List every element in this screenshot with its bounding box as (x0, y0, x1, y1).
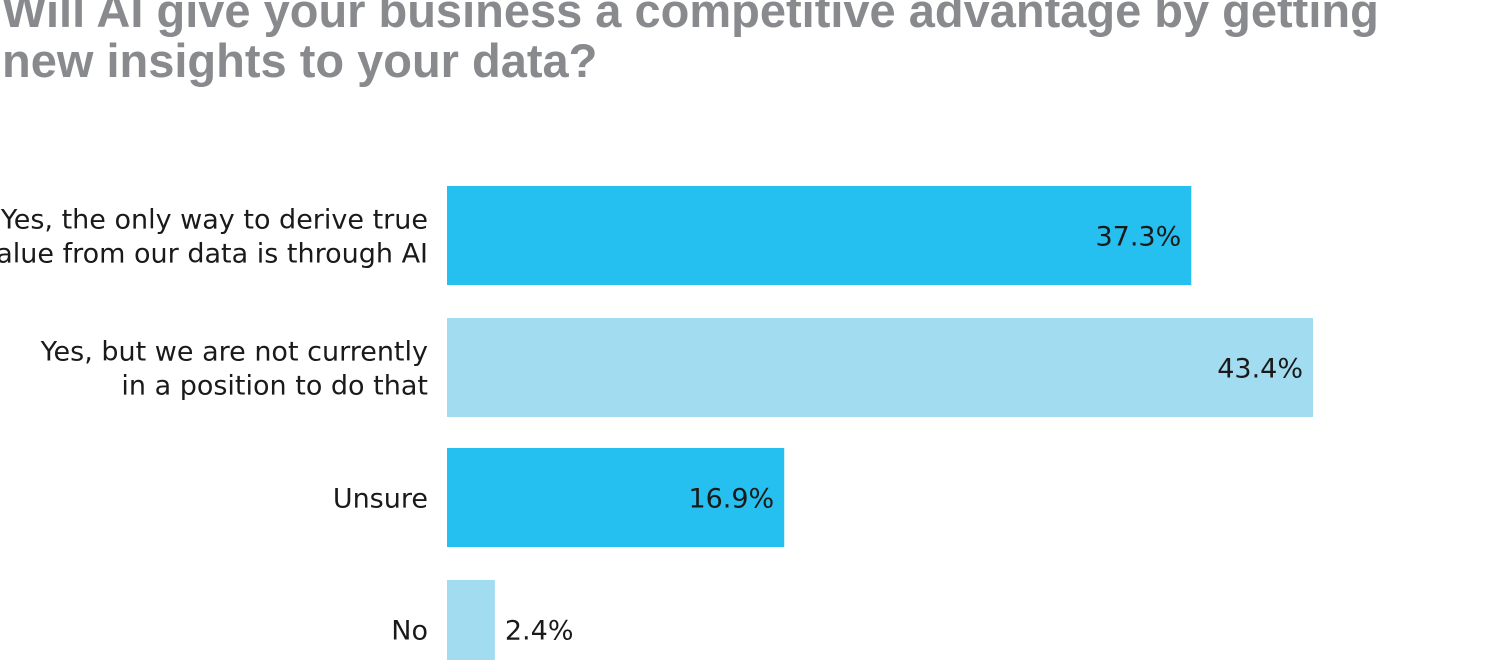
category-label-2-line-2: in a position to do that (121, 371, 428, 402)
category-label-3-line-1: Unsure (333, 484, 428, 515)
bar-3 (447, 448, 785, 547)
value-label-1: 37.3% (1095, 222, 1181, 253)
bar-1 (447, 186, 1192, 285)
category-label-3: Unsure (333, 484, 428, 515)
value-label-4: 2.4% (505, 616, 574, 647)
bar-4 (447, 580, 495, 660)
category-label-4-line-1: No (391, 616, 428, 647)
category-label-1-line-1: Yes, the only way to derive true (0, 205, 428, 236)
category-label-1-line-2: value from our data is through AI (0, 239, 428, 270)
chart-title-line-2: new insights to your data? (2, 34, 598, 87)
chart-title-line-1: Will AI give your business a competitive… (2, 0, 1379, 37)
value-label-3: 16.9% (688, 484, 774, 515)
value-label-2: 43.4% (1217, 354, 1303, 385)
bar-2 (447, 318, 1313, 417)
category-label-4: No (391, 616, 428, 647)
chart-title: Will AI give your business a competitive… (2, 0, 1498, 86)
category-label-2: Yes, but we are not currently in a positi… (40, 337, 428, 402)
category-label-2-line-1: Yes, but we are not currently (40, 337, 428, 368)
category-label-1: Yes, the only way to derive true value fr… (0, 205, 428, 270)
